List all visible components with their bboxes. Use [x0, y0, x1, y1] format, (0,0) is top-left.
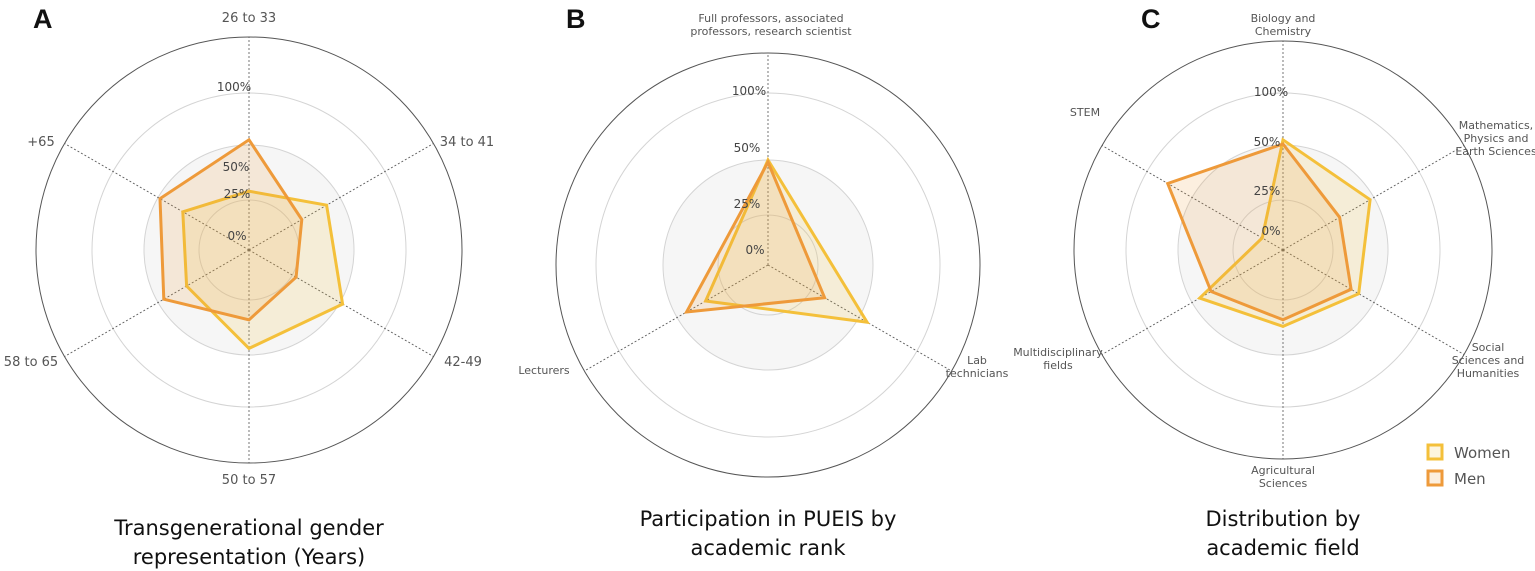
axis-label: STEM [1070, 106, 1100, 119]
axis-label: 58 to 65 [4, 355, 58, 370]
axis-label: 26 to 33 [222, 11, 276, 26]
tick-label: 50% [734, 141, 761, 155]
series-men [158, 137, 304, 322]
series-women [181, 189, 345, 351]
panel-letter: B [566, 4, 586, 34]
radar-chart-a: 0% 25% 50% 100% 26 to 33 34 to 41 42-49 50 to 5… [4, 4, 494, 569]
legend-label-men: Men [1454, 470, 1486, 488]
series-women [1196, 137, 1372, 329]
tick-label: 0% [227, 229, 246, 243]
tick-label: 25% [734, 197, 761, 211]
tick-label: 0% [745, 243, 764, 257]
axis-label: 34 to 41 [440, 135, 494, 150]
axis-spoke [1101, 145, 1284, 251]
panel-letter: C [1141, 4, 1161, 34]
tick-label: 50% [1254, 135, 1281, 149]
tick-label: 50% [223, 160, 250, 174]
tick-label: 0% [1261, 224, 1280, 238]
axis-spoke [64, 249, 250, 357]
tick-label: 100% [1254, 85, 1288, 99]
tick-label: 100% [217, 80, 251, 94]
radar-chart-c: 0% 25% 50% 100% Biology and Chemistry Mathemat… [1013, 4, 1535, 560]
axis-label: 50 to 57 [222, 473, 276, 488]
axis-spoke [1282, 145, 1465, 251]
axis-label: Biology and Chemistry [1251, 12, 1316, 38]
chart-title: Participation in PUEIS by academic rank [640, 507, 897, 560]
axis-spoke [1101, 249, 1284, 355]
axis-spoke [1282, 249, 1465, 355]
axis-label: Agricultural Sciences [1251, 464, 1315, 490]
panel-letter: A [33, 4, 53, 34]
series-men [683, 158, 827, 314]
axis-label: Multidisciplinary fields [1013, 346, 1103, 372]
axis-label: +65 [27, 135, 54, 150]
axis-spoke [248, 249, 434, 357]
axis-label: Full professors, associated professors, r… [690, 12, 852, 38]
legend-label-women: Women [1454, 444, 1510, 462]
axis-label: Social Sciences and Humanities [1452, 341, 1525, 380]
radar-chart-b: 0% 25% 50% 100% Full professors, associated p… [518, 4, 1008, 560]
tick-label: 100% [732, 84, 766, 98]
chart-title: Distribution by academic field [1206, 507, 1361, 560]
legend: Women Men [1426, 443, 1510, 488]
axis-label: Mathematics, Physics and Earth Sciences [1455, 119, 1535, 158]
axis-label: 42-49 [444, 355, 482, 370]
axis-spoke [584, 264, 769, 372]
tick-label: 25% [224, 187, 251, 201]
axis-spoke [64, 143, 250, 251]
axis-spoke [248, 143, 434, 251]
series-men [1165, 142, 1353, 322]
legend-swatch-men [1426, 469, 1444, 487]
axis-label: Lab technicians [946, 354, 1009, 380]
chart-title: Transgenerational gender representation (… [113, 516, 384, 569]
series-women [703, 156, 871, 325]
axis-spoke [767, 264, 952, 372]
tick-label: 25% [1254, 184, 1281, 198]
axis-label: Lecturers [518, 364, 570, 377]
outer-ring [555, 52, 981, 478]
legend-swatch-women [1426, 443, 1444, 461]
